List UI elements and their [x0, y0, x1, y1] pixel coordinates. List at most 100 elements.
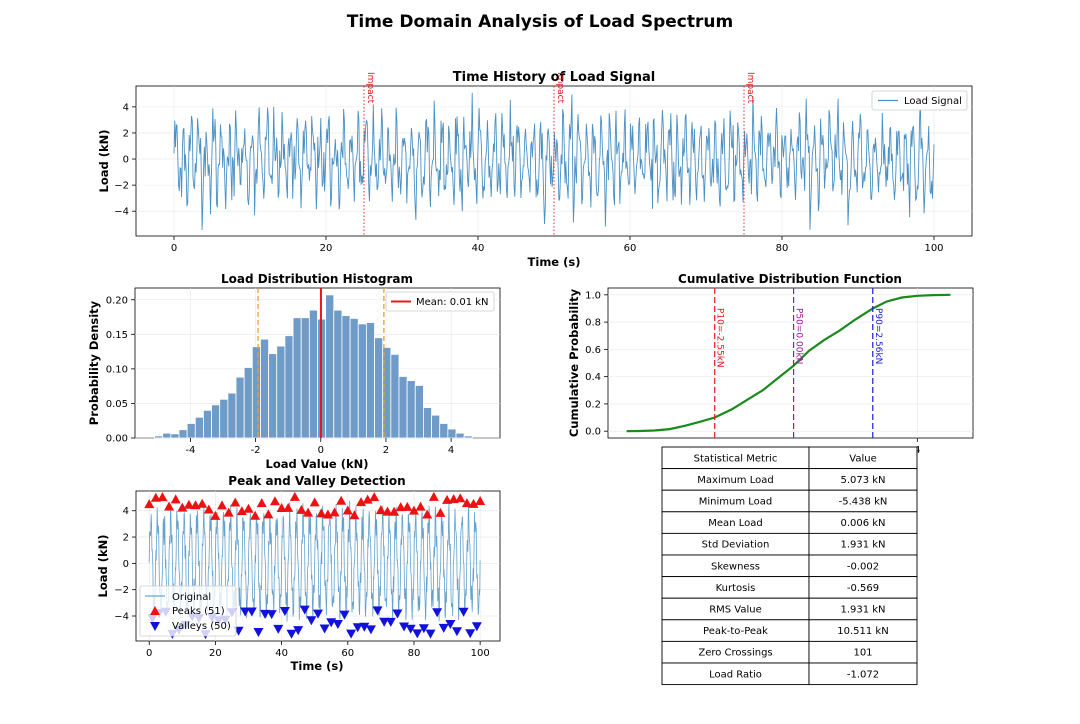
original-signal-line [148, 500, 481, 624]
peak-marker [197, 498, 208, 508]
x-tick-label: 80 [776, 243, 789, 254]
y-tick-label: 0.15 [106, 330, 128, 341]
peak-marker [369, 492, 380, 502]
valley-marker [253, 628, 264, 638]
valley-marker [418, 624, 429, 634]
y-tick-label: 1.0 [585, 290, 601, 301]
histogram-title: Load Distribution Histogram [221, 272, 413, 286]
y-tick-label: 0.6 [585, 345, 601, 356]
peak-marker [230, 497, 241, 507]
peak-marker [408, 505, 419, 515]
table-metric-label: RMS Value [709, 605, 762, 616]
peak-marker [144, 499, 155, 509]
peak-marker [243, 503, 254, 513]
table-metric-value: 101 [853, 648, 872, 659]
peak-marker [210, 510, 221, 520]
peak-marker [468, 498, 479, 508]
y-tick-label: −2 [114, 585, 129, 596]
peak-marker [177, 502, 188, 512]
table-metric-label: Maximum Load [697, 475, 773, 486]
valley-marker [346, 629, 357, 639]
table-header-metric: Statistical Metric [694, 453, 778, 464]
table-row: Minimum Load -5.438 kN [661, 489, 918, 513]
y-tick-label: 0.8 [585, 318, 601, 329]
histogram-bar [398, 376, 408, 439]
peak-marker [336, 495, 347, 505]
peak-marker [309, 497, 320, 507]
y-tick-label: −4 [114, 207, 129, 218]
legend-swatch-peaks [150, 606, 160, 615]
y-tick-label: −4 [114, 612, 129, 623]
table-metric-label: Mean Load [708, 518, 762, 529]
time-history-ylabel: Load (kN) [97, 129, 111, 192]
table-metric-value: 5.073 kN [840, 475, 885, 486]
y-tick-label: 0.2 [585, 399, 601, 410]
y-tick-label: 0.00 [106, 434, 128, 445]
valley-marker [379, 617, 390, 627]
peak-marker [289, 491, 300, 501]
peak-valley-title: Peak and Valley Detection [228, 474, 405, 488]
x-tick-label: 40 [275, 648, 288, 659]
peak-marker [203, 504, 214, 514]
table-header-value: Value [849, 453, 876, 464]
valley-marker [293, 626, 304, 636]
histogram-bar [431, 414, 441, 439]
histogram-bar [162, 432, 172, 439]
table-metric-value: 0.006 kN [840, 518, 885, 529]
valley-marker [365, 625, 376, 635]
figure-title: Time Domain Analysis of Load Spectrum [347, 12, 733, 32]
histogram-bar [439, 423, 449, 439]
table-metric-label: Minimum Load [699, 497, 773, 508]
valley-marker [425, 629, 436, 639]
table-metric-value: 1.931 kN [840, 605, 885, 616]
peak-marker [356, 497, 367, 507]
peak-marker [217, 500, 228, 510]
valley-marker [392, 609, 403, 619]
y-tick-label: −2 [114, 181, 129, 192]
histogram-bar [268, 353, 278, 439]
table-metric-value: -0.002 [847, 561, 879, 572]
cdf-ylabel: Cumulative Probability [567, 288, 581, 437]
peak-marker [415, 501, 426, 511]
histogram-bar [390, 353, 400, 439]
valley-marker [412, 629, 423, 639]
histogram-bar [406, 380, 416, 439]
valley-marker [279, 607, 290, 617]
valley-marker [273, 624, 284, 634]
histogram-legend: Mean: 0.01 kN [385, 291, 495, 312]
legend-box [871, 90, 968, 111]
valley-marker [432, 608, 443, 618]
peak-marker [276, 503, 287, 513]
legend-label-load-signal: Load Signal [904, 96, 962, 107]
peak-marker [349, 510, 360, 520]
table-row: Mean Load 0.006 kN [661, 511, 918, 534]
histogram-bar [455, 432, 465, 439]
histogram-bar [219, 398, 229, 439]
table-row: Zero Crossings 101 [661, 640, 918, 664]
y-tick-label: 0 [123, 559, 129, 570]
valley-marker [458, 607, 469, 617]
table-row: Kurtosis -0.569 [661, 576, 918, 599]
histogram-bar [243, 367, 253, 439]
histogram-bar [235, 376, 245, 439]
peak-marker [389, 506, 400, 516]
histogram-bar [374, 337, 384, 439]
valley-marker [332, 619, 343, 629]
histogram-bar [260, 338, 270, 439]
peak-marker [150, 492, 161, 502]
valley-marker [246, 607, 257, 617]
peak-marker [382, 506, 393, 516]
peak-marker [283, 502, 294, 512]
histogram-bar [211, 404, 221, 439]
y-tick-label: 2 [123, 128, 129, 139]
cdf-panel: Cumulative Distribution Function P10=-2.… [567, 272, 974, 456]
valley-marker [339, 610, 350, 620]
y-tick-label: 2 [123, 533, 129, 544]
table-header-row: Statistical Metric Value [661, 446, 918, 470]
histogram-bar [178, 429, 188, 439]
table-row: Load Ratio -1.072 [661, 662, 918, 686]
valley-marker [385, 617, 396, 627]
valley-marker [465, 629, 476, 639]
valley-marker [260, 609, 271, 619]
